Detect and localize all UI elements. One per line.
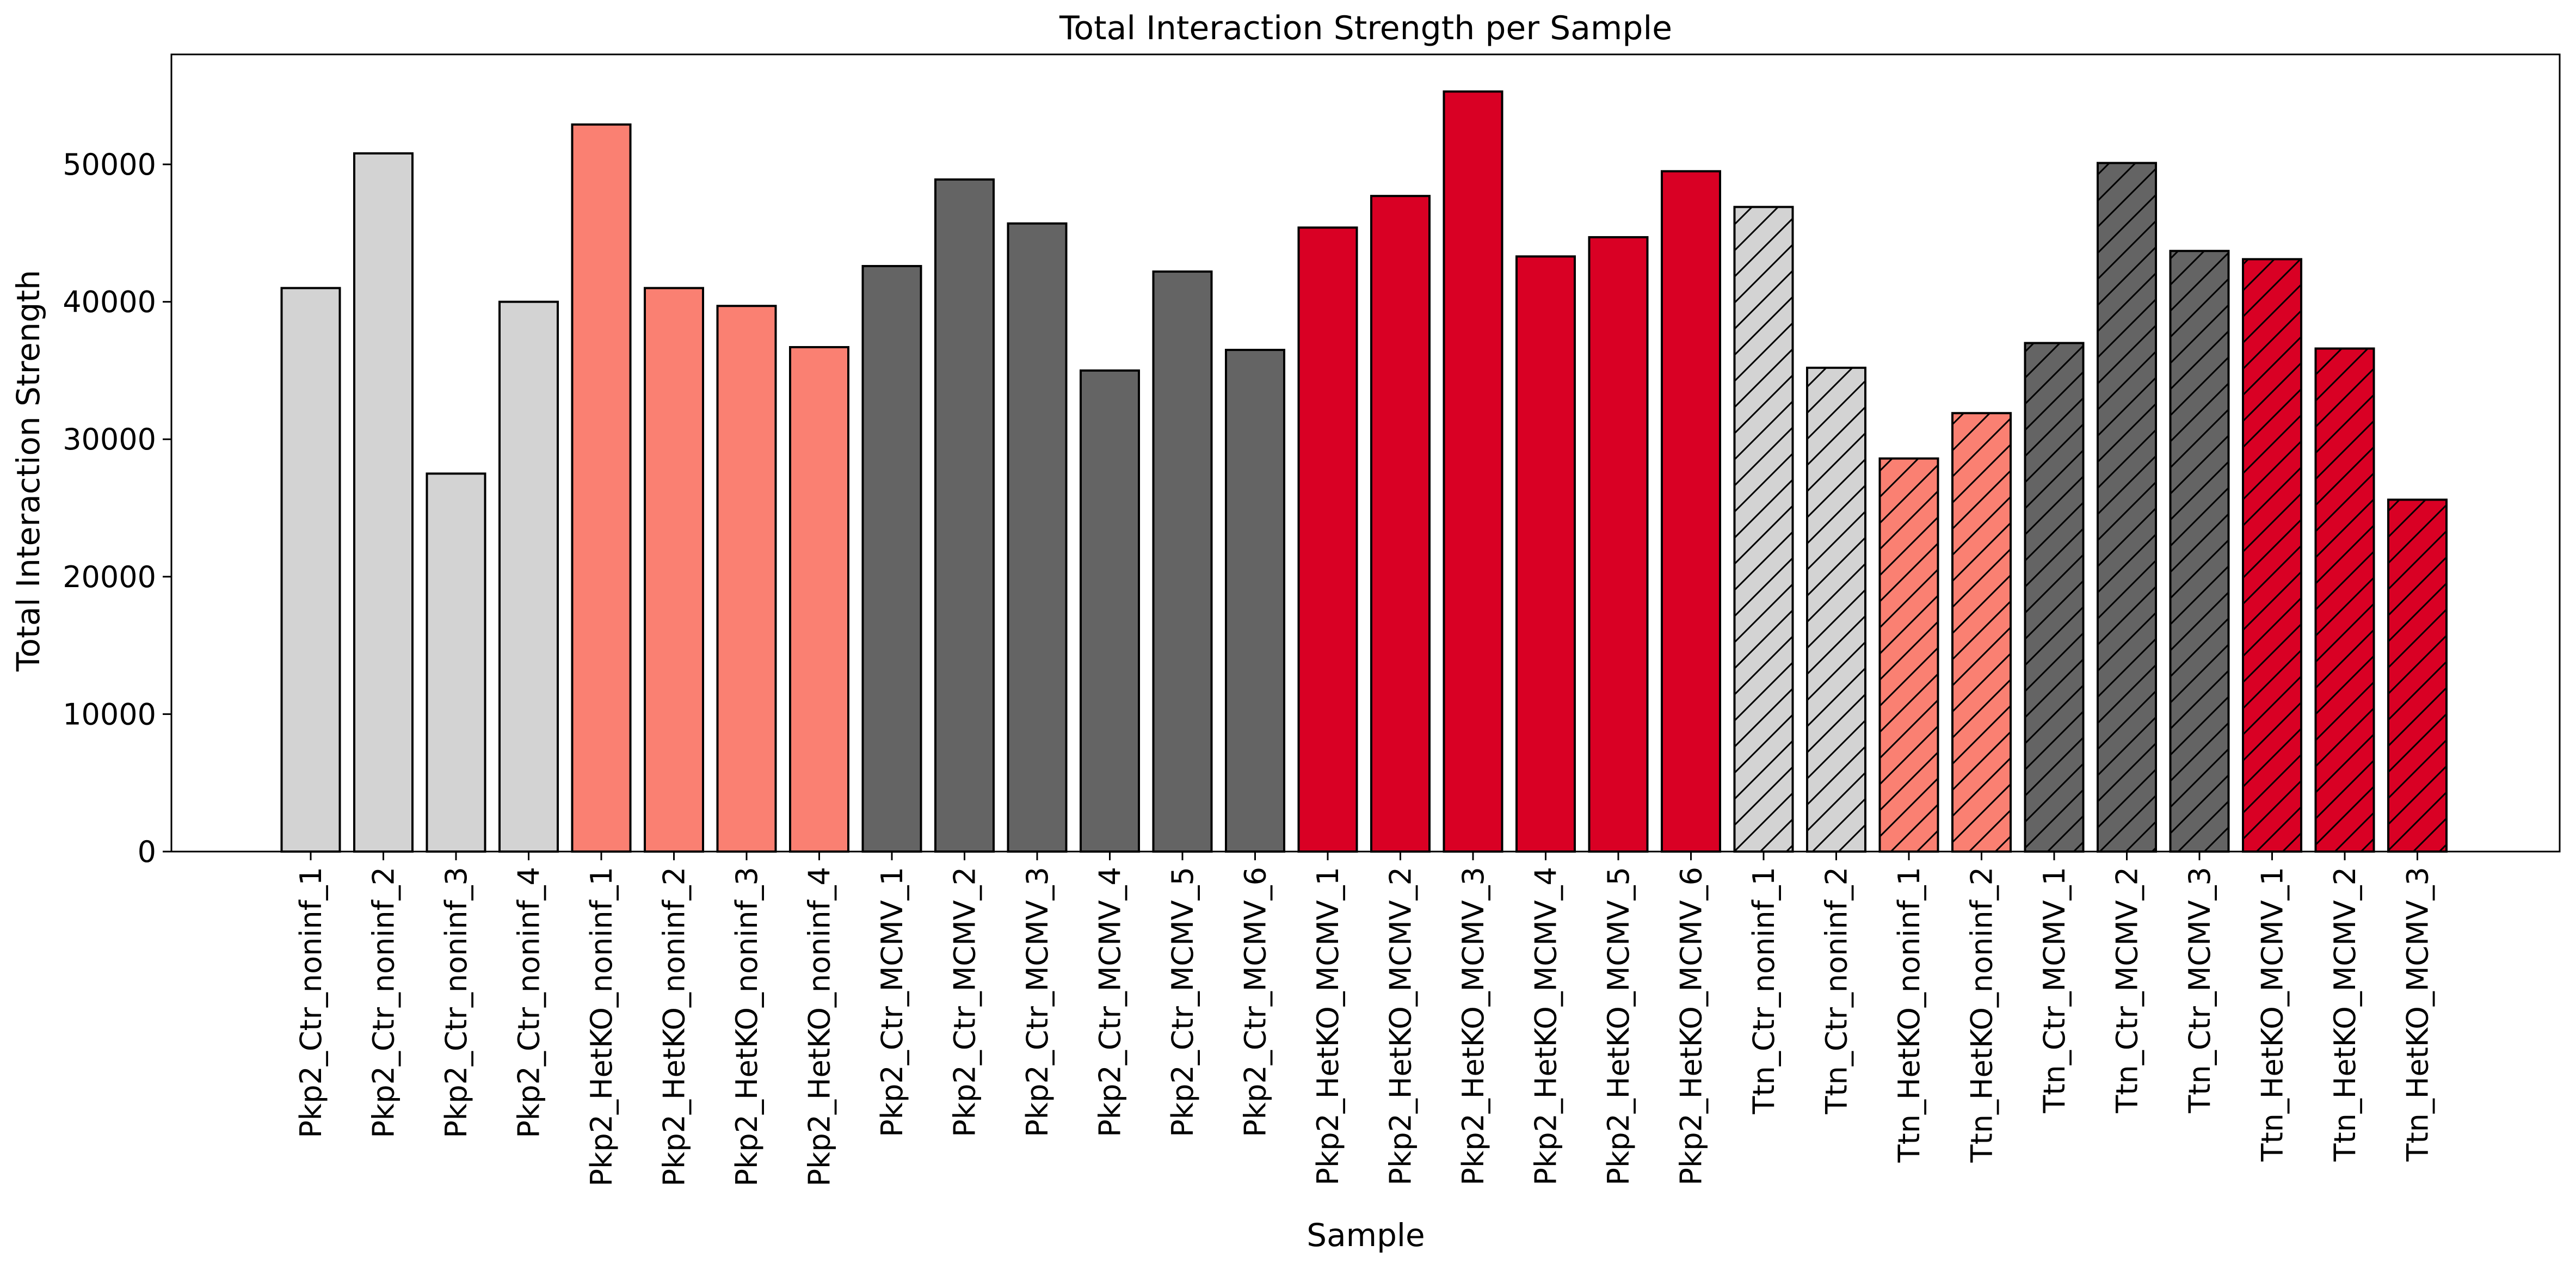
x-tick-label: Ttn_HetKO_MCMV_2 bbox=[2328, 867, 2362, 1162]
x-tick-label: Ttn_HetKO_noninf_2 bbox=[1965, 867, 1999, 1163]
y-tick-label: 50000 bbox=[63, 147, 156, 182]
bar bbox=[1081, 370, 1139, 852]
y-tick-label: 0 bbox=[138, 835, 156, 869]
x-axis-title: Sample bbox=[1307, 1217, 1425, 1254]
bar-hatch bbox=[1807, 367, 1865, 852]
x-tick-label: Pkp2_HetKO_MCMV_1 bbox=[1311, 867, 1345, 1186]
bar bbox=[427, 473, 485, 852]
bar bbox=[862, 266, 921, 852]
bar bbox=[1153, 272, 1212, 852]
bar-hatch bbox=[1879, 458, 1938, 852]
x-tick-label: Pkp2_Ctr_MCMV_4 bbox=[1093, 867, 1127, 1137]
y-tick-label: 20000 bbox=[63, 560, 156, 594]
bar bbox=[935, 179, 994, 852]
x-tick-label: Pkp2_Ctr_noninf_2 bbox=[367, 867, 401, 1138]
x-tick-label: Ttn_Ctr_noninf_1 bbox=[1747, 867, 1781, 1115]
bar bbox=[1226, 350, 1284, 852]
bar bbox=[717, 306, 776, 852]
chart-title: Total Interaction Strength per Sample bbox=[1059, 9, 1672, 47]
x-tick-label: Ttn_HetKO_noninf_1 bbox=[1892, 867, 1926, 1163]
bar bbox=[500, 301, 558, 852]
x-tick-label: Pkp2_Ctr_MCMV_6 bbox=[1238, 867, 1273, 1137]
x-tick-label: Pkp2_HetKO_MCMV_4 bbox=[1529, 867, 1563, 1186]
bar-hatch bbox=[2098, 163, 2156, 852]
bar bbox=[1371, 196, 1429, 852]
x-tick-label: Pkp2_Ctr_MCMV_2 bbox=[948, 867, 982, 1137]
bar-hatch bbox=[2243, 259, 2301, 852]
x-tick-label: Pkp2_HetKO_noninf_3 bbox=[730, 867, 764, 1187]
x-tick-label: Pkp2_HetKO_MCMV_2 bbox=[1384, 867, 1418, 1186]
bar-hatch bbox=[1952, 413, 2011, 852]
x-tick-label: Pkp2_HetKO_noninf_2 bbox=[657, 867, 692, 1187]
y-tick-label: 10000 bbox=[63, 697, 156, 731]
y-tick-label: 30000 bbox=[63, 422, 156, 457]
bar bbox=[1008, 223, 1067, 852]
x-tick-label: Pkp2_HetKO_MCMV_3 bbox=[1456, 867, 1490, 1186]
x-tick-label: Pkp2_Ctr_noninf_4 bbox=[512, 867, 546, 1138]
y-tick-label: 40000 bbox=[63, 285, 156, 319]
x-tick-label: Ttn_Ctr_MCMV_3 bbox=[2183, 867, 2217, 1114]
bar bbox=[572, 124, 631, 852]
x-tick-label: Pkp2_HetKO_MCMV_5 bbox=[1601, 867, 1636, 1186]
bar bbox=[1517, 256, 1575, 852]
y-axis-title: Total Interaction Strength bbox=[10, 270, 47, 672]
x-tick-label: Pkp2_HetKO_noninf_4 bbox=[803, 867, 837, 1187]
bar bbox=[645, 288, 703, 852]
x-tick-label: Pkp2_HetKO_MCMV_6 bbox=[1674, 867, 1709, 1186]
x-tick-label: Ttn_HetKO_MCMV_1 bbox=[2255, 867, 2290, 1162]
bar bbox=[1662, 171, 1720, 852]
x-tick-label: Ttn_HetKO_MCMV_3 bbox=[2401, 867, 2435, 1162]
bar bbox=[1298, 227, 1357, 852]
x-tick-label: Pkp2_Ctr_noninf_3 bbox=[439, 867, 473, 1138]
x-tick-label: Ttn_Ctr_noninf_2 bbox=[1820, 867, 1854, 1115]
bar-hatch bbox=[1734, 207, 1793, 852]
bar bbox=[281, 288, 340, 852]
x-tick-label: Pkp2_Ctr_MCMV_1 bbox=[875, 867, 909, 1137]
x-tick-label: Pkp2_HetKO_noninf_1 bbox=[584, 867, 619, 1187]
bar bbox=[1589, 237, 1648, 852]
x-tick-label: Pkp2_Ctr_noninf_1 bbox=[294, 867, 328, 1138]
bar-hatch bbox=[2170, 251, 2229, 852]
bar-hatch bbox=[2025, 343, 2084, 852]
x-tick-label: Ttn_Ctr_MCMV_1 bbox=[2037, 867, 2072, 1114]
bar bbox=[354, 153, 412, 852]
x-tick-label: Pkp2_Ctr_MCMV_3 bbox=[1020, 867, 1055, 1137]
plot-frame bbox=[170, 53, 2561, 853]
bar bbox=[790, 347, 848, 852]
plot-area: 0 10000 20000 30000 40000 50000 Pkp2_Ctr_nonin… bbox=[63, 90, 2448, 1187]
x-tick-label: Pkp2_Ctr_MCMV_5 bbox=[1166, 867, 1200, 1137]
bar-hatch bbox=[2315, 348, 2374, 852]
x-tick-label: Ttn_Ctr_MCMV_2 bbox=[2110, 867, 2144, 1114]
bar bbox=[1444, 91, 1502, 852]
bar-hatch bbox=[2388, 500, 2446, 852]
